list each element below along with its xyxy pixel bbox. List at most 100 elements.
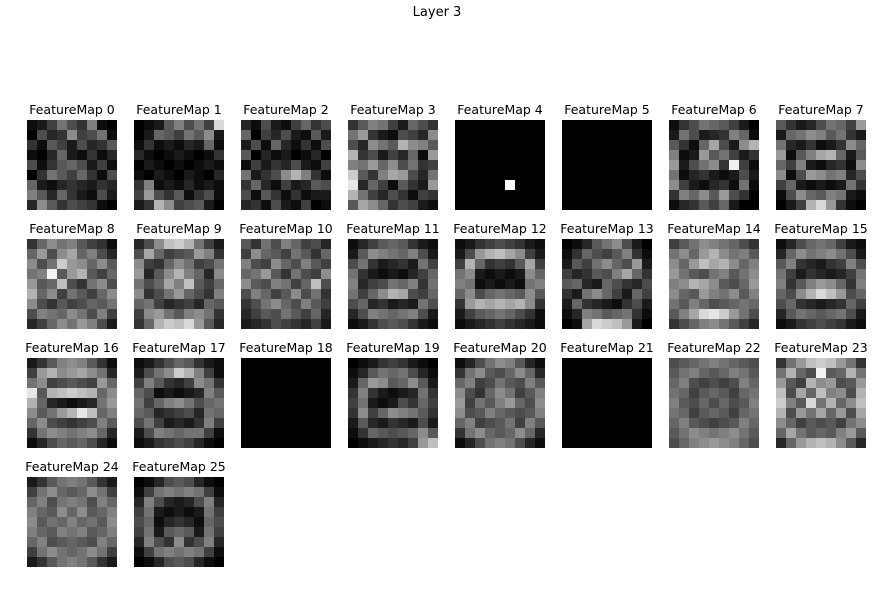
heatmap-cell [475, 150, 486, 161]
heatmap-cell [689, 309, 700, 320]
heatmap-cell [241, 418, 252, 429]
heatmap-cell [796, 368, 807, 379]
heatmap-cell [107, 418, 117, 429]
heatmap-cell [368, 180, 379, 191]
heatmap-cell [418, 368, 429, 379]
heatmap-cell [37, 557, 48, 567]
heatmap-cell [291, 358, 302, 369]
heatmap-cell [348, 180, 359, 191]
heatmap-cell [582, 259, 593, 270]
heatmap-cell [368, 160, 379, 171]
heatmap-cell [729, 170, 740, 181]
heatmap-cell [388, 428, 399, 439]
heatmap-cell [749, 289, 759, 300]
heatmap-cell [515, 130, 526, 141]
heatmap-cell [47, 259, 58, 270]
heatmap-cell [669, 200, 680, 210]
heatmap-cell [602, 398, 613, 409]
heatmap-cell [87, 358, 98, 369]
heatmap-cell [428, 378, 438, 389]
heatmap-cell [465, 190, 476, 201]
heatmap-cell [475, 120, 486, 131]
heatmap-cell [836, 200, 847, 210]
heatmap-cell [679, 319, 690, 329]
heatmap-cell [515, 150, 526, 161]
heatmap-cell [582, 358, 593, 369]
heatmap-cell [77, 418, 88, 429]
heatmap-cell [37, 517, 48, 528]
heatmap-cell [836, 388, 847, 399]
heatmap-cell [214, 507, 224, 518]
heatmap-cell [184, 140, 195, 151]
heatmap-cell [194, 239, 205, 250]
heatmap-cell [739, 239, 750, 250]
heatmap-cell [856, 418, 866, 429]
heatmap-cell [475, 279, 486, 290]
heatmap-cell [77, 259, 88, 270]
heatmap-cell [251, 190, 262, 201]
heatmap-cell [271, 299, 282, 310]
heatmap-cell [194, 398, 205, 409]
heatmap-cell [107, 200, 117, 210]
heatmap-cell [729, 358, 740, 369]
heatmap-cell [388, 130, 399, 141]
heatmap-cell [378, 378, 389, 389]
heatmap-cell [475, 140, 486, 151]
heatmap-cell [97, 388, 108, 399]
heatmap-cell [525, 130, 536, 141]
heatmap-cell [134, 557, 145, 567]
heatmap-cell [241, 368, 252, 379]
heatmap-cell [535, 259, 545, 270]
heatmap-cell [204, 259, 215, 270]
heatmap-cell [749, 388, 759, 399]
heatmap-cell [184, 487, 195, 498]
heatmap-cell [786, 170, 797, 181]
heatmap-cell [796, 388, 807, 399]
heatmap-cell [515, 398, 526, 409]
heatmap-cell [612, 190, 623, 201]
heatmap-cell [321, 358, 331, 369]
heatmap-cell [348, 358, 359, 369]
heatmap-cell [87, 140, 98, 151]
heatmap-cell [301, 368, 312, 379]
feature-map-title: FeatureMap 23 [774, 340, 868, 355]
heatmap-cell [729, 249, 740, 260]
heatmap-cell [97, 279, 108, 290]
heatmap-cell [27, 537, 38, 548]
heatmap-cell [164, 170, 175, 181]
heatmap-cell [582, 378, 593, 389]
heatmap-cell [164, 527, 175, 538]
feature-map-title: FeatureMap 13 [560, 221, 654, 236]
heatmap-cell [97, 150, 108, 161]
heatmap-cell [669, 140, 680, 151]
heatmap-cell [856, 160, 866, 171]
heatmap-cell [134, 487, 145, 498]
heatmap-cell [271, 378, 282, 389]
heatmap-cell [154, 269, 165, 280]
heatmap-cell [107, 497, 117, 508]
heatmap-cell [77, 170, 88, 181]
heatmap-cell [348, 160, 359, 171]
heatmap-cell [622, 319, 633, 329]
heatmap-cell [505, 239, 516, 250]
heatmap-cell [418, 249, 429, 260]
heatmap-cell [368, 269, 379, 280]
heatmap-cell [57, 507, 68, 518]
heatmap-cell [281, 239, 292, 250]
heatmap-cell [796, 378, 807, 389]
heatmap-cell [572, 150, 583, 161]
heatmap-cell [27, 398, 38, 409]
heatmap-cell [582, 428, 593, 439]
heatmap-cell [465, 438, 476, 448]
heatmap-cell [47, 537, 58, 548]
heatmap-cell [465, 200, 476, 210]
heatmap-cell [291, 438, 302, 448]
heatmap-cell [622, 170, 633, 181]
heatmap-cell [194, 150, 205, 161]
heatmap-cell [47, 557, 58, 567]
heatmap-cell [154, 190, 165, 201]
heatmap-cell [806, 160, 817, 171]
heatmap-cell [642, 398, 652, 409]
heatmap-cell [572, 438, 583, 448]
heatmap-cell [679, 160, 690, 171]
